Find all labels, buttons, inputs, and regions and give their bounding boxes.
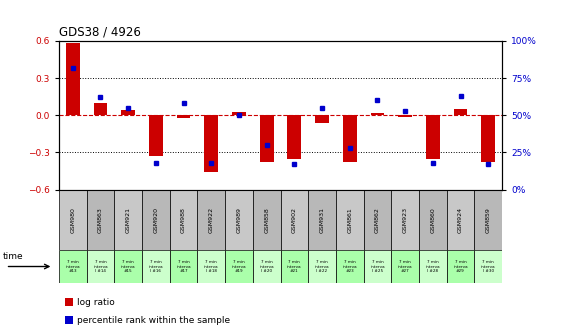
Bar [280,250,308,283]
Text: 7 min
interva
l #16: 7 min interva l #16 [149,260,163,273]
Bar [419,250,447,283]
Text: GSM858: GSM858 [264,207,269,233]
Text: GDS38 / 4926: GDS38 / 4926 [59,25,141,38]
Text: 7 min
interva
#15: 7 min interva #15 [121,260,135,273]
Bar [336,250,364,283]
Text: GSM902: GSM902 [292,207,297,233]
Bar [253,250,280,283]
Text: 7 min
interva
l #20: 7 min interva l #20 [259,260,274,273]
Text: 7 min
interva
#17: 7 min interva #17 [176,260,191,273]
Text: GSM989: GSM989 [236,207,241,233]
Text: 7 min
interva
l #22: 7 min interva l #22 [315,260,329,273]
Text: percentile rank within the sample: percentile rank within the sample [77,316,230,325]
Bar [315,115,329,123]
Bar [225,190,253,250]
Text: 7 min
interva
#19: 7 min interva #19 [232,260,246,273]
Text: 7 min
interva
#21: 7 min interva #21 [287,260,302,273]
Bar [94,103,107,115]
Bar [336,190,364,250]
Text: 7 min
interva
l #25: 7 min interva l #25 [370,260,385,273]
Bar [364,250,392,283]
Bar [392,190,419,250]
Bar [447,250,475,283]
Bar [232,112,246,115]
Bar [287,115,301,159]
Text: 7 min
interva
l #28: 7 min interva l #28 [426,260,440,273]
Bar [177,115,191,118]
Bar [454,109,467,115]
Bar [169,250,197,283]
Bar [114,190,142,250]
Text: GSM931: GSM931 [320,207,325,233]
Text: 7 min
interva
l #18: 7 min interva l #18 [204,260,219,273]
Text: GSM920: GSM920 [153,207,158,233]
Bar [142,190,169,250]
Text: GSM922: GSM922 [209,207,214,233]
Bar [86,190,114,250]
Text: GSM988: GSM988 [181,207,186,233]
Bar [475,250,502,283]
Text: 7 min
interva
l #30: 7 min interva l #30 [481,260,495,273]
Bar [253,190,280,250]
Text: GSM860: GSM860 [430,207,435,233]
Text: GSM923: GSM923 [403,207,408,233]
Text: GSM862: GSM862 [375,207,380,233]
Text: 7 min
interva
#29: 7 min interva #29 [453,260,468,273]
Bar [225,250,253,283]
Bar [447,190,475,250]
Bar [204,115,218,172]
Bar [59,250,86,283]
Bar [142,250,169,283]
Text: 7 min
interva
#27: 7 min interva #27 [398,260,412,273]
Text: 7 min
interva
l #14: 7 min interva l #14 [93,260,108,273]
Bar [66,43,80,115]
Bar [86,250,114,283]
Bar [59,190,86,250]
Bar [370,113,384,115]
Bar [197,190,225,250]
Bar [364,190,392,250]
Text: time: time [3,252,24,261]
Bar [169,190,197,250]
Text: GSM859: GSM859 [486,207,491,233]
Bar [308,250,336,283]
Text: 7 min
interva
#23: 7 min interva #23 [342,260,357,273]
Bar [475,190,502,250]
Bar [280,190,308,250]
Bar [121,110,135,115]
Bar [114,250,142,283]
Bar [197,250,225,283]
Bar [392,250,419,283]
Text: log ratio: log ratio [77,298,114,307]
Text: GSM924: GSM924 [458,207,463,233]
Text: GSM861: GSM861 [347,207,352,233]
Bar [481,115,495,163]
Bar [426,115,440,159]
Bar [308,190,336,250]
Bar [419,190,447,250]
Bar [398,115,412,116]
Bar [260,115,274,163]
Text: GSM980: GSM980 [70,207,75,233]
Text: 7 min
interva
#13: 7 min interva #13 [66,260,80,273]
Bar [343,115,357,163]
Text: GSM863: GSM863 [98,207,103,233]
Bar [149,115,163,156]
Text: GSM921: GSM921 [126,207,131,233]
